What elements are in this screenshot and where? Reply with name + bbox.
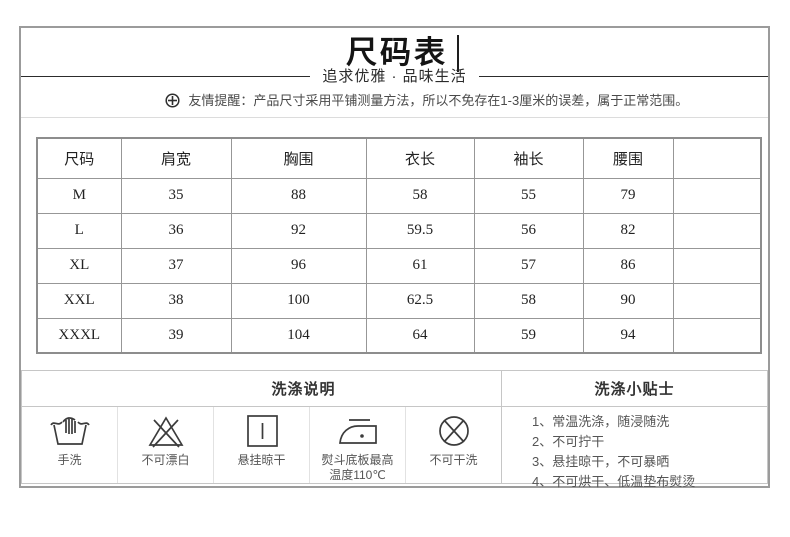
wash-symbol-label: 不可漂白 bbox=[141, 453, 190, 467]
washing-tips-list: 1、常温洗涤，随浸随洗 2、不可拧干 3、悬挂晾干，不可暴晒 4、不可烘干、低温… bbox=[501, 407, 767, 489]
table-cell: 57 bbox=[473, 247, 584, 284]
washing-instructions-title: 洗涤说明 bbox=[271, 381, 336, 398]
column-header: 尺码 bbox=[36, 137, 122, 179]
table-cell: 58 bbox=[365, 177, 475, 214]
column-header bbox=[672, 137, 762, 179]
table-cell: 100 bbox=[230, 282, 367, 319]
column-header: 腰围 bbox=[582, 137, 674, 179]
washing-section-body: 手洗 不可漂白 bbox=[22, 407, 767, 489]
table-cell: 62.5 bbox=[365, 282, 475, 319]
table-cell: 90 bbox=[582, 282, 674, 319]
tip-line: 4、不可烘干、低温垫布熨烫 bbox=[532, 474, 696, 489]
table-cell: 61 bbox=[365, 247, 475, 284]
header-divider-line bbox=[21, 117, 768, 118]
wash-symbol-label: 手洗 bbox=[57, 453, 82, 467]
tip-line: 2、不可拧干 bbox=[532, 434, 605, 449]
wash-symbol-cell: 手洗 bbox=[22, 407, 118, 483]
table-row: XL 37 96 61 57 86 bbox=[36, 247, 762, 284]
title-divider-bar bbox=[457, 35, 459, 72]
table-cell: 82 bbox=[582, 212, 674, 249]
table-cell: 92 bbox=[230, 212, 367, 249]
table-header-row: 尺码 肩宽 胸围 衣长 袖长 腰围 bbox=[36, 137, 762, 179]
tip-line: 3、悬挂晾干，不可暴晒 bbox=[532, 454, 670, 469]
table-cell: 36 bbox=[120, 212, 232, 249]
table-cell: M bbox=[36, 177, 122, 214]
tip-line: 1、常温洗涤，随浸随洗 bbox=[532, 414, 670, 429]
table-cell: 55 bbox=[473, 177, 584, 214]
subtitle-right-line bbox=[478, 75, 768, 77]
table-cell bbox=[672, 212, 762, 249]
table-cell: 96 bbox=[230, 247, 367, 284]
table-cell: 37 bbox=[120, 247, 232, 284]
washing-section-header: 洗涤说明 洗涤小贴士 bbox=[22, 371, 767, 407]
table-row: L 36 92 59.5 56 82 bbox=[36, 212, 762, 249]
table-cell: 86 bbox=[582, 247, 674, 284]
table-cell: L bbox=[36, 212, 122, 249]
table-cell: 94 bbox=[582, 317, 674, 354]
page-subtitle: 追求优雅 · 品味生活 bbox=[322, 67, 467, 85]
table-cell bbox=[672, 247, 762, 284]
table-cell: 56 bbox=[473, 212, 584, 249]
reminder-row: 友情提醒：产品尺寸采用平铺测量方法，所以不免存在1-3厘米的误差，属于正常范围。 bbox=[85, 90, 768, 112]
washing-symbols-row: 手洗 不可漂白 bbox=[22, 407, 501, 483]
subtitle-left-line bbox=[21, 75, 311, 77]
table-cell: 35 bbox=[120, 177, 232, 214]
drip-dry-icon bbox=[240, 411, 284, 451]
table-row: XXXL 39 104 64 59 94 bbox=[36, 317, 762, 354]
washing-instructions-header: 洗涤说明 bbox=[22, 371, 501, 406]
wash-symbol-label: 熨斗底板最高 温度110℃ bbox=[321, 453, 394, 482]
washing-tips-header: 洗涤小贴士 bbox=[501, 371, 767, 406]
size-table: 尺码 肩宽 胸围 衣长 袖长 腰围 M 35 88 58 55 79 L 36 92 59.5 56 82 XL 3… bbox=[36, 137, 762, 354]
washing-section: 洗涤说明 洗涤小贴士 bbox=[21, 370, 768, 489]
table-cell: 59 bbox=[473, 317, 584, 354]
wash-symbol-cell: 不可漂白 bbox=[118, 407, 214, 483]
table-row: XXL 38 100 62.5 58 90 bbox=[36, 282, 762, 319]
table-cell bbox=[672, 317, 762, 354]
wash-symbol-cell: 悬挂晾干 bbox=[214, 407, 310, 483]
table-cell bbox=[672, 282, 762, 319]
table-cell: 39 bbox=[120, 317, 232, 354]
table-cell: 104 bbox=[230, 317, 367, 354]
wash-symbol-cell: 熨斗底板最高 温度110℃ bbox=[310, 407, 406, 483]
table-row: M 35 88 58 55 79 bbox=[36, 177, 762, 214]
table-cell: 58 bbox=[473, 282, 584, 319]
title-row: 尺码表 bbox=[37, 35, 768, 72]
table-cell: 59.5 bbox=[365, 212, 475, 249]
table-cell: 64 bbox=[365, 317, 475, 354]
table-cell: 38 bbox=[120, 282, 232, 319]
table-cell: XL bbox=[36, 247, 122, 284]
no-bleach-icon bbox=[144, 411, 188, 451]
column-header: 袖长 bbox=[473, 137, 584, 179]
column-header: 胸围 bbox=[230, 137, 367, 179]
table-cell bbox=[672, 177, 762, 214]
content-frame: 尺码表 追求优雅 · 品味生活 友情提醒：产品尺寸采用平铺测量方法，所以不免存在… bbox=[19, 26, 770, 489]
no-dry-clean-icon bbox=[432, 411, 476, 451]
table-cell: 88 bbox=[230, 177, 367, 214]
column-header: 衣长 bbox=[365, 137, 475, 179]
table-cell: 79 bbox=[582, 177, 674, 214]
wash-symbol-label: 悬挂晾干 bbox=[237, 453, 286, 467]
subtitle-row: 追求优雅 · 品味生活 bbox=[21, 68, 768, 84]
page-title: 尺码表 bbox=[346, 35, 448, 71]
table-cell: XXL bbox=[36, 282, 122, 319]
wash-symbol-cell: 不可干洗 bbox=[406, 407, 501, 483]
wash-symbol-label: 不可干洗 bbox=[429, 453, 478, 467]
iron-max-110-icon bbox=[336, 411, 380, 451]
reminder-text: 友情提醒：产品尺寸采用平铺测量方法，所以不免存在1-3厘米的误差，属于正常范围。 bbox=[188, 93, 689, 108]
table-cell: XXXL bbox=[36, 317, 122, 354]
column-header: 肩宽 bbox=[120, 137, 232, 179]
hand-wash-icon bbox=[48, 411, 92, 451]
washing-tips-title: 洗涤小贴士 bbox=[594, 381, 675, 398]
size-table-body: M 35 88 58 55 79 L 36 92 59.5 56 82 XL 37 96 61 57 86 XXL 3… bbox=[36, 177, 762, 354]
circled-plus-icon bbox=[165, 93, 185, 108]
